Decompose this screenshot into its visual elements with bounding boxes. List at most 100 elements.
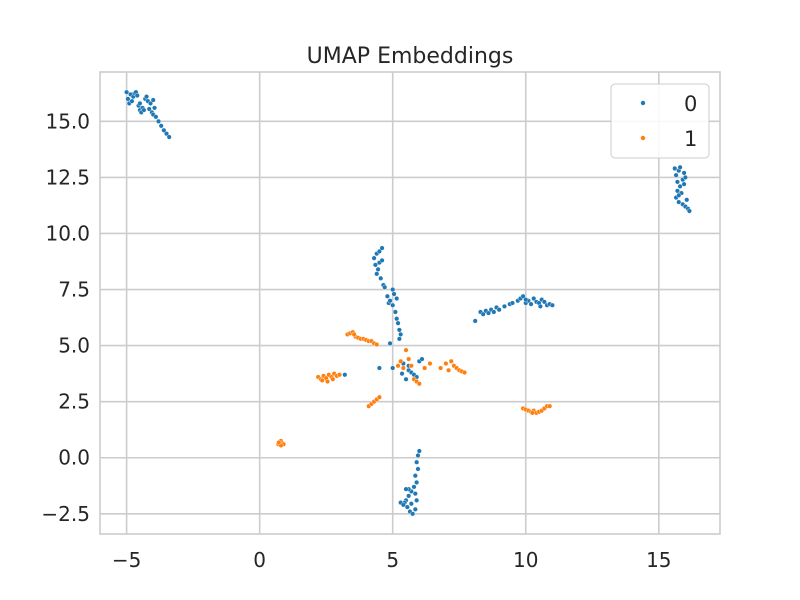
series-0-point (412, 491, 418, 497)
series-0-point (410, 511, 416, 517)
data-points (124, 89, 692, 517)
series-0-point (673, 172, 679, 178)
series-0-point (674, 188, 680, 194)
legend: 0 1 (610, 83, 710, 159)
series-1-point (408, 363, 414, 369)
series-0-point (686, 208, 692, 214)
series-0-point (681, 181, 687, 187)
series-0-points (124, 89, 692, 517)
series-0-point (342, 372, 348, 378)
series-0-point (400, 502, 406, 508)
series-0-point (129, 98, 135, 104)
series-0-point (682, 174, 688, 180)
series-0-point (391, 291, 397, 297)
series-1-point (422, 365, 428, 371)
x-tick-label: 0 (253, 548, 266, 572)
y-tick-label: 2.5 (58, 390, 90, 414)
series-0-point (404, 504, 410, 510)
series-0-point (375, 266, 381, 272)
series-0-point (541, 299, 547, 305)
series-1-point (443, 361, 449, 367)
series-0-point (537, 303, 543, 309)
series-1-point (336, 372, 342, 378)
series-0-point (371, 255, 377, 261)
series-1-point (400, 365, 406, 371)
series-0-point (491, 309, 497, 315)
series-1-point (376, 394, 382, 400)
series-1-point (395, 363, 401, 369)
series-0-point (414, 459, 420, 465)
y-tick-label: 15.0 (45, 109, 90, 133)
series-0-point (398, 331, 404, 337)
series-0-point (408, 501, 414, 507)
series-0-point (152, 105, 158, 111)
series-0-point (414, 497, 420, 503)
x-tick-label: −5 (112, 548, 141, 572)
series-1-point (374, 341, 380, 347)
series-0-point (134, 93, 140, 99)
series-0-point (472, 318, 478, 324)
series-0-point (158, 123, 164, 129)
series-0-point (412, 506, 418, 512)
series-0-point (379, 245, 385, 251)
series-0-point (419, 356, 425, 362)
x-tick-label: 10 (513, 548, 538, 572)
legend-label-0: 0 (684, 92, 697, 116)
series-0-point (387, 298, 393, 304)
series-0-point (376, 365, 382, 371)
series-0-point (125, 96, 131, 102)
series-0-point (415, 453, 421, 459)
series-0-point (148, 100, 154, 106)
series-0-point (124, 89, 130, 95)
series-0-point (390, 365, 396, 371)
series-0-point (153, 114, 159, 120)
legend-marker-1 (640, 135, 646, 141)
series-1-point (438, 365, 444, 371)
series-0-point (144, 94, 150, 100)
series-0-point (509, 300, 515, 306)
series-0-point (399, 371, 405, 377)
series-0-point (520, 293, 526, 299)
series-1-point (398, 358, 404, 364)
series-0-point (396, 336, 402, 342)
x-tick-label: 15 (646, 548, 671, 572)
y-tick-label: 7.5 (58, 278, 90, 302)
series-0-point (394, 316, 400, 322)
series-0-point (684, 197, 690, 203)
series-0-point (382, 284, 388, 290)
series-0-point (501, 303, 507, 309)
legend-box (610, 83, 710, 159)
series-0-point (403, 486, 409, 492)
series-1-point (276, 439, 282, 445)
series-0-point (392, 309, 398, 315)
series-0-point (141, 107, 147, 113)
legend-marker-0 (640, 100, 646, 106)
series-1-point (448, 358, 454, 364)
y-tick-label: 5.0 (58, 334, 90, 358)
series-0-point (378, 275, 384, 281)
y-tick-label: 0.0 (58, 446, 90, 470)
series-1-point (330, 376, 336, 382)
series-1-point (319, 377, 325, 383)
series-0-point (166, 134, 172, 140)
series-0-point (406, 493, 412, 499)
series-0-point (164, 131, 170, 137)
series-0-point (523, 297, 529, 303)
y-tick-label: 10.0 (45, 221, 90, 245)
series-0-point (672, 165, 678, 171)
legend-label-1: 1 (684, 127, 697, 151)
series-1-point (427, 361, 433, 367)
series-0-point (676, 192, 682, 198)
series-0-point (146, 106, 152, 112)
series-0-point (384, 293, 390, 299)
series-1-point (462, 370, 468, 376)
series-1-point (547, 403, 553, 409)
series-0-point (379, 257, 385, 263)
series-0-point (411, 484, 417, 490)
series-1-points (275, 329, 553, 448)
series-0-point (496, 307, 502, 313)
series-1-point (446, 367, 452, 373)
series-0-point (161, 127, 167, 133)
